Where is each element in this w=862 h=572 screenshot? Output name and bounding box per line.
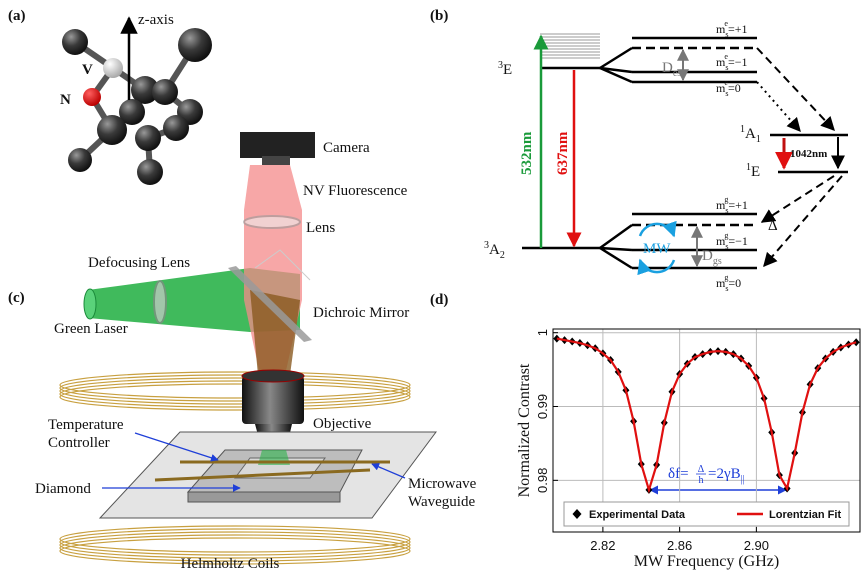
dichroic-label: Dichroic Mirror [313, 305, 409, 321]
vibronic-band [540, 34, 600, 58]
objective-label: Objective [313, 416, 372, 432]
spin-level-label-rest: =+1 [728, 198, 748, 212]
defocusing-lens [154, 281, 166, 323]
laser-aperture [84, 289, 96, 319]
diamond-label: Diamond [35, 481, 91, 497]
level-label: 3E [498, 60, 512, 78]
mw-arrow [640, 260, 674, 272]
splitting-label: Des [662, 60, 681, 79]
figure: (a) z-axis V N (b) MW 532nm 637nm 1042nm… [0, 0, 862, 572]
panel-label: (d) [430, 292, 448, 308]
legend-label: Lorentzian Fit [769, 509, 841, 521]
spin-level-label: mse=0 [716, 78, 741, 98]
panel-label: (c) [8, 290, 25, 306]
lens [244, 216, 300, 228]
delta-label: Δ [768, 218, 778, 234]
red-wavelength: 637nm [555, 131, 571, 175]
camera-label: Camera [323, 140, 370, 156]
level-label-base: E [503, 62, 512, 78]
x-tick-label: 2.86 [667, 538, 692, 553]
spin-level-label: mse=+1 [716, 19, 747, 39]
level-label-base: E [751, 164, 760, 180]
panel-label: (a) [8, 8, 26, 24]
level-label-base: A [745, 126, 756, 142]
annotation-text: δf= [668, 466, 689, 482]
level-label: 3A2 [484, 240, 505, 261]
annotation-text: h [699, 475, 704, 486]
splitting-label-sub: es [673, 68, 681, 79]
ir-wavelength: 1042nm [790, 148, 827, 160]
objective [242, 376, 304, 424]
annotation-text: =2γB|| [708, 466, 745, 485]
x-tick-label: 2.90 [744, 538, 769, 553]
fit-line [557, 339, 856, 490]
spin-level-label-rest: =−1 [728, 234, 748, 248]
temperature-label: Temperature [48, 417, 124, 433]
spin-level-label: msg=+1 [716, 195, 748, 215]
level-label: 1A1 [740, 124, 761, 145]
waveguide-label: Microwave [408, 476, 477, 492]
y-tick-label: 1 [535, 329, 550, 336]
green-wavelength: 532nm [519, 131, 535, 175]
splitting-label-base: D [702, 248, 713, 264]
spin-level-label-rest: =−1 [728, 55, 748, 69]
splitting-label-sub: gs [713, 256, 722, 267]
level-label: 1E [746, 162, 760, 180]
legend-label: Experimental Data [589, 509, 686, 521]
fluorescence-label: NV Fluorescence [303, 183, 408, 199]
vacancy-label: V [82, 62, 93, 78]
spin-level-label-rest: =+1 [728, 22, 748, 36]
waveguide-label: Waveguide [408, 494, 475, 510]
plot-area [553, 335, 859, 494]
spin-level-label: msg=0 [716, 273, 741, 293]
mw-label: MW [643, 241, 671, 257]
lens-label: Lens [306, 220, 335, 236]
spin-level-label: msg=−1 [716, 231, 748, 251]
spin-level-label-rest: =0 [728, 276, 741, 290]
x-tick-label: 2.82 [590, 538, 615, 553]
y-tick-label: 0.99 [535, 394, 550, 419]
y-axis-label: Normalized Contrast [516, 363, 533, 497]
camera-body [240, 132, 315, 158]
spin-level-label: mse=−1 [716, 52, 747, 72]
splitting-label-base: D [662, 60, 673, 76]
annotation-text: Δ [698, 464, 705, 475]
level-label-sub: 1 [756, 134, 761, 145]
level-label-sub: 2 [500, 250, 505, 261]
panel-label: (b) [430, 8, 448, 24]
y-tick-label: 0.98 [535, 468, 550, 493]
z-axis-label: z-axis [138, 12, 174, 28]
nitrogen-label: N [60, 92, 71, 108]
temperature-controller-side [188, 492, 340, 502]
spin-level-label-rest: =0 [728, 81, 741, 95]
camera-lens [262, 156, 290, 165]
defocusing-lens-label: Defocusing Lens [88, 255, 190, 271]
coils-top [60, 372, 410, 410]
annotation-text: =2γB [708, 466, 741, 482]
objective-top [242, 370, 304, 382]
overlap-beam [250, 290, 300, 375]
annotation-text: || [741, 474, 745, 485]
temperature-label: Controller [48, 435, 110, 451]
level-label-base: A [489, 242, 500, 258]
coils-label: Helmholtz Coils [181, 556, 280, 572]
laser-label: Green Laser [54, 321, 128, 337]
x-axis-label: MW Frequency (GHz) [634, 553, 779, 570]
